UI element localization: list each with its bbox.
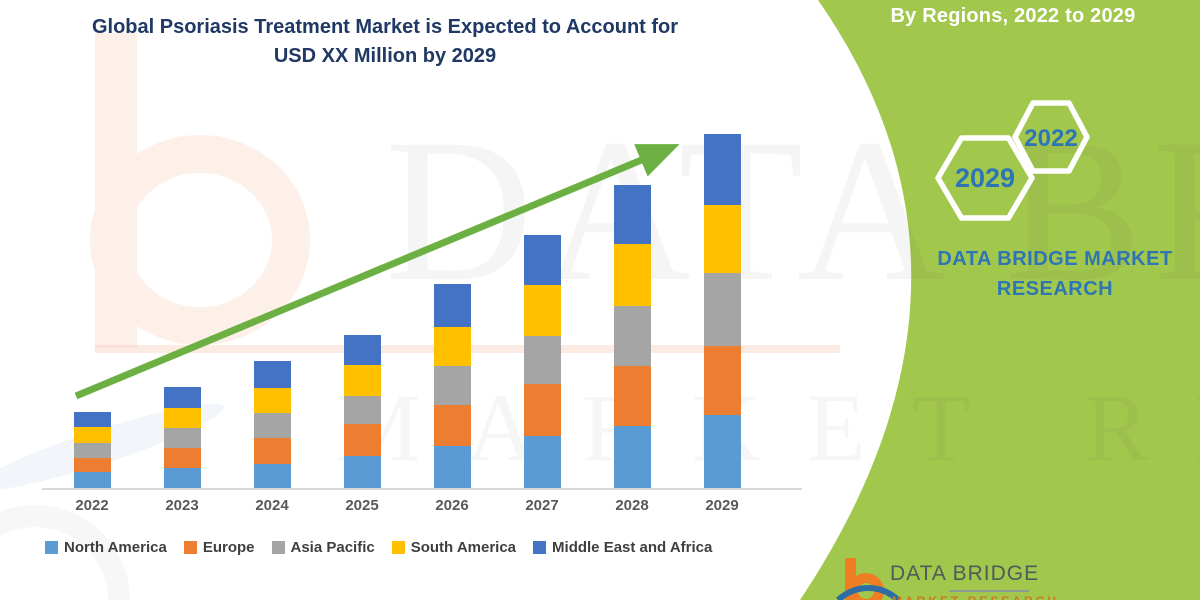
x-axis-label-2024: 2024	[255, 497, 289, 514]
x-axis-label-2029: 2029	[705, 497, 739, 514]
x-axis-labels: 2022 2023 2024 2025 2026 2027 2028 2029	[42, 497, 802, 519]
bar-segment-2027	[523, 235, 561, 285]
footer-brand-text: DATA BRIDGE	[890, 562, 1040, 585]
bar-segment-2023	[163, 448, 201, 468]
bar-segment-2029	[703, 205, 741, 273]
bar-segment-2024	[253, 438, 291, 464]
bar-2024	[253, 361, 291, 488]
legend-swatch-icon	[271, 541, 285, 554]
bar-segment-2028	[613, 426, 651, 488]
legend-label: South America	[410, 539, 517, 556]
legend-swatch-icon	[533, 541, 547, 554]
plot-area	[42, 133, 802, 488]
x-axis-label-2026: 2026	[435, 497, 469, 514]
bar-segment-2022	[73, 427, 111, 443]
bar-segment-2026	[433, 327, 471, 366]
bar-segment-2029	[703, 134, 741, 205]
bar-segment-2029	[703, 346, 741, 415]
legend-label: North America	[64, 539, 167, 556]
bar-segment-2028	[613, 306, 651, 366]
brand-text-line1: DATA BRIDGE MARKET	[937, 248, 1173, 270]
bar-segment-2025	[343, 365, 381, 396]
bar-segment-2023	[163, 428, 201, 448]
brand-text-line2: RESEARCH	[996, 278, 1114, 300]
page-title-line1: Global Psoriasis Treatment Market is Exp…	[91, 16, 679, 38]
bar-2022	[73, 412, 111, 488]
x-axis-label-2025: 2025	[345, 497, 379, 514]
bar-segment-2026	[433, 405, 471, 446]
legend-item: Asia Pacific	[271, 539, 375, 556]
chart-legend: North America Europe Asia Pacific South Ame…	[45, 539, 712, 556]
bar-segment-2024	[253, 413, 291, 438]
panel-caption: By Regions, 2022 to 2029	[890, 5, 1136, 27]
legend-swatch-icon	[183, 541, 197, 554]
bar-segment-2027	[523, 384, 561, 436]
bar-segment-2024	[253, 361, 291, 388]
bar-2023	[163, 387, 201, 488]
bar-segment-2028	[613, 244, 651, 306]
brand-text: DATA BRIDGE MARKET RESEARCH	[925, 244, 1185, 304]
bar-segment-2023	[163, 387, 201, 408]
bar-segment-2022	[73, 458, 111, 472]
legend-label: Asia Pacific	[290, 539, 375, 556]
bar-segment-2027	[523, 285, 561, 336]
legend-swatch-icon	[45, 541, 58, 554]
legend-label: Europe	[202, 539, 255, 556]
bar-segment-2023	[163, 408, 201, 428]
footer-brand-underline	[949, 590, 1029, 592]
x-axis-label-2023: 2023	[165, 497, 199, 514]
bar-2029	[703, 134, 741, 488]
x-axis-label-2027: 2027	[525, 497, 559, 514]
bar-2026	[433, 284, 471, 488]
bar-segment-2029	[703, 273, 741, 346]
bar-2028	[613, 185, 651, 488]
bar-segment-2027	[523, 336, 561, 384]
bar-segment-2025	[343, 335, 381, 365]
legend-swatch-icon	[391, 541, 405, 554]
bar-segment-2028	[613, 366, 651, 426]
footer-sub-brand-text: MARKET RESEARCH	[892, 594, 1092, 600]
x-axis-line	[42, 488, 802, 490]
page-title: Global Psoriasis Treatment Market is Exp…	[55, 13, 715, 71]
bar-segment-2028	[613, 185, 651, 244]
legend-item: Europe	[183, 539, 255, 556]
bar-segment-2025	[343, 396, 381, 424]
bar-segment-2024	[253, 388, 291, 413]
legend-label: Middle East and Africa	[552, 539, 713, 556]
legend-item: Middle East and Africa	[533, 539, 712, 556]
legend-item: South America	[391, 539, 517, 556]
bar-segment-2022	[73, 443, 111, 458]
bar-segment-2023	[163, 468, 201, 488]
bar-segment-2027	[523, 436, 561, 488]
bar-2027	[523, 235, 561, 488]
bar-segment-2024	[253, 464, 291, 488]
x-axis-label-2028: 2028	[615, 497, 649, 514]
bar-segment-2026	[433, 284, 471, 327]
bar-segment-2029	[703, 415, 741, 488]
bar-segment-2022	[73, 472, 111, 488]
page-title-line2: USD XX Million by 2029	[273, 45, 497, 67]
databridge-logo-icon	[836, 558, 901, 600]
bar-2025	[343, 335, 381, 488]
bar-segment-2025	[343, 424, 381, 456]
x-axis-label-2022: 2022	[75, 497, 109, 514]
bar-segment-2022	[73, 412, 111, 427]
bar-segment-2026	[433, 446, 471, 488]
bar-segment-2025	[343, 456, 381, 488]
bar-segment-2026	[433, 366, 471, 405]
legend-item: North America	[45, 539, 167, 556]
